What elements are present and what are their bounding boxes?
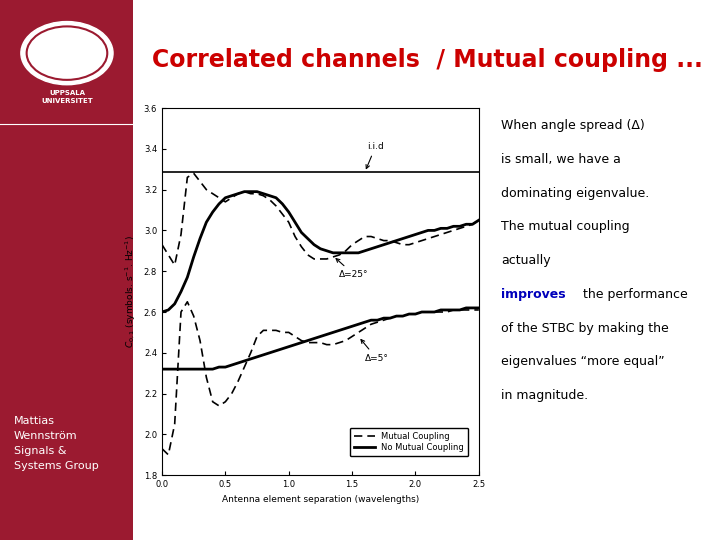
- Text: improves: improves: [501, 288, 566, 301]
- Text: is small, we have a: is small, we have a: [501, 153, 621, 166]
- Text: of the STBC by making the: of the STBC by making the: [501, 322, 669, 335]
- Text: eigenvalues “more equal”: eigenvalues “more equal”: [501, 355, 665, 368]
- Legend: Mutual Coupling, No Mutual Coupling: Mutual Coupling, No Mutual Coupling: [350, 428, 468, 456]
- Text: in magnitude.: in magnitude.: [501, 389, 588, 402]
- Y-axis label: $C_{0,1}$ (symbols. s$^{-1}$. Hz$^{-1}$): $C_{0,1}$ (symbols. s$^{-1}$. Hz$^{-1}$): [124, 235, 138, 348]
- Text: dominating eigenvalue.: dominating eigenvalue.: [501, 187, 649, 200]
- Text: actually: actually: [501, 254, 551, 267]
- Text: The mutual coupling: The mutual coupling: [501, 220, 630, 233]
- Text: Correlated channels  / Mutual coupling ...: Correlated channels / Mutual coupling ..…: [152, 48, 703, 72]
- Text: When angle spread (Δ): When angle spread (Δ): [501, 119, 645, 132]
- Text: Δ=25°: Δ=25°: [336, 259, 369, 279]
- X-axis label: Antenna element separation (wavelengths): Antenna element separation (wavelengths): [222, 495, 419, 504]
- Text: Mattias
Wennström
Signals &
Systems Group: Mattias Wennström Signals & Systems Grou…: [14, 416, 99, 471]
- Ellipse shape: [21, 22, 113, 85]
- Text: UPPSALA
UNIVERSITET: UPPSALA UNIVERSITET: [41, 90, 93, 104]
- Text: i.i.d: i.i.d: [366, 142, 384, 168]
- Text: the performance: the performance: [579, 288, 688, 301]
- Text: Δ=5°: Δ=5°: [361, 340, 389, 363]
